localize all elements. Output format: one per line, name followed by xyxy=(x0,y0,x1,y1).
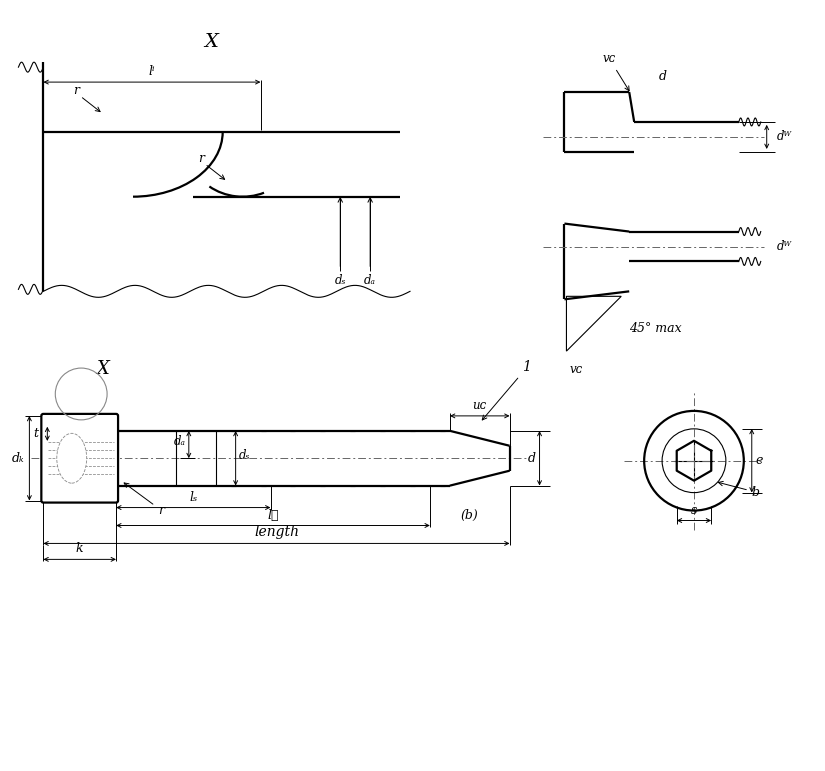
Text: s: s xyxy=(691,503,697,517)
Text: (b): (b) xyxy=(461,509,478,521)
Text: e: e xyxy=(756,454,763,467)
Text: dₐ: dₐ xyxy=(174,435,186,448)
Text: r: r xyxy=(73,84,79,97)
Text: l⁧: l⁧ xyxy=(267,509,279,521)
Text: r: r xyxy=(125,483,164,517)
Text: dᵂ: dᵂ xyxy=(776,130,792,143)
Text: vᴄ: vᴄ xyxy=(603,52,629,91)
Text: lₛ: lₛ xyxy=(189,490,197,503)
Text: vᴄ: vᴄ xyxy=(570,363,583,376)
Text: dᵂ: dᵂ xyxy=(776,240,792,253)
Text: b: b xyxy=(719,481,760,499)
Text: d: d xyxy=(527,452,535,465)
FancyBboxPatch shape xyxy=(41,414,118,503)
Text: 1: 1 xyxy=(521,360,530,374)
Text: t: t xyxy=(33,427,38,440)
Text: X: X xyxy=(97,360,109,378)
Text: dₛ: dₛ xyxy=(238,449,250,462)
Text: dₛ: dₛ xyxy=(334,274,346,288)
Text: lⁱ: lⁱ xyxy=(148,65,155,78)
Text: length: length xyxy=(254,526,299,540)
Ellipse shape xyxy=(57,433,87,483)
Text: dₖ: dₖ xyxy=(12,452,25,465)
Text: uᴄ: uᴄ xyxy=(473,399,487,412)
Text: 45° max: 45° max xyxy=(629,322,681,335)
Text: X: X xyxy=(204,33,218,51)
Text: k: k xyxy=(76,542,83,555)
Text: dₐ: dₐ xyxy=(364,274,376,288)
Text: r: r xyxy=(198,152,204,165)
Text: d: d xyxy=(659,70,667,83)
